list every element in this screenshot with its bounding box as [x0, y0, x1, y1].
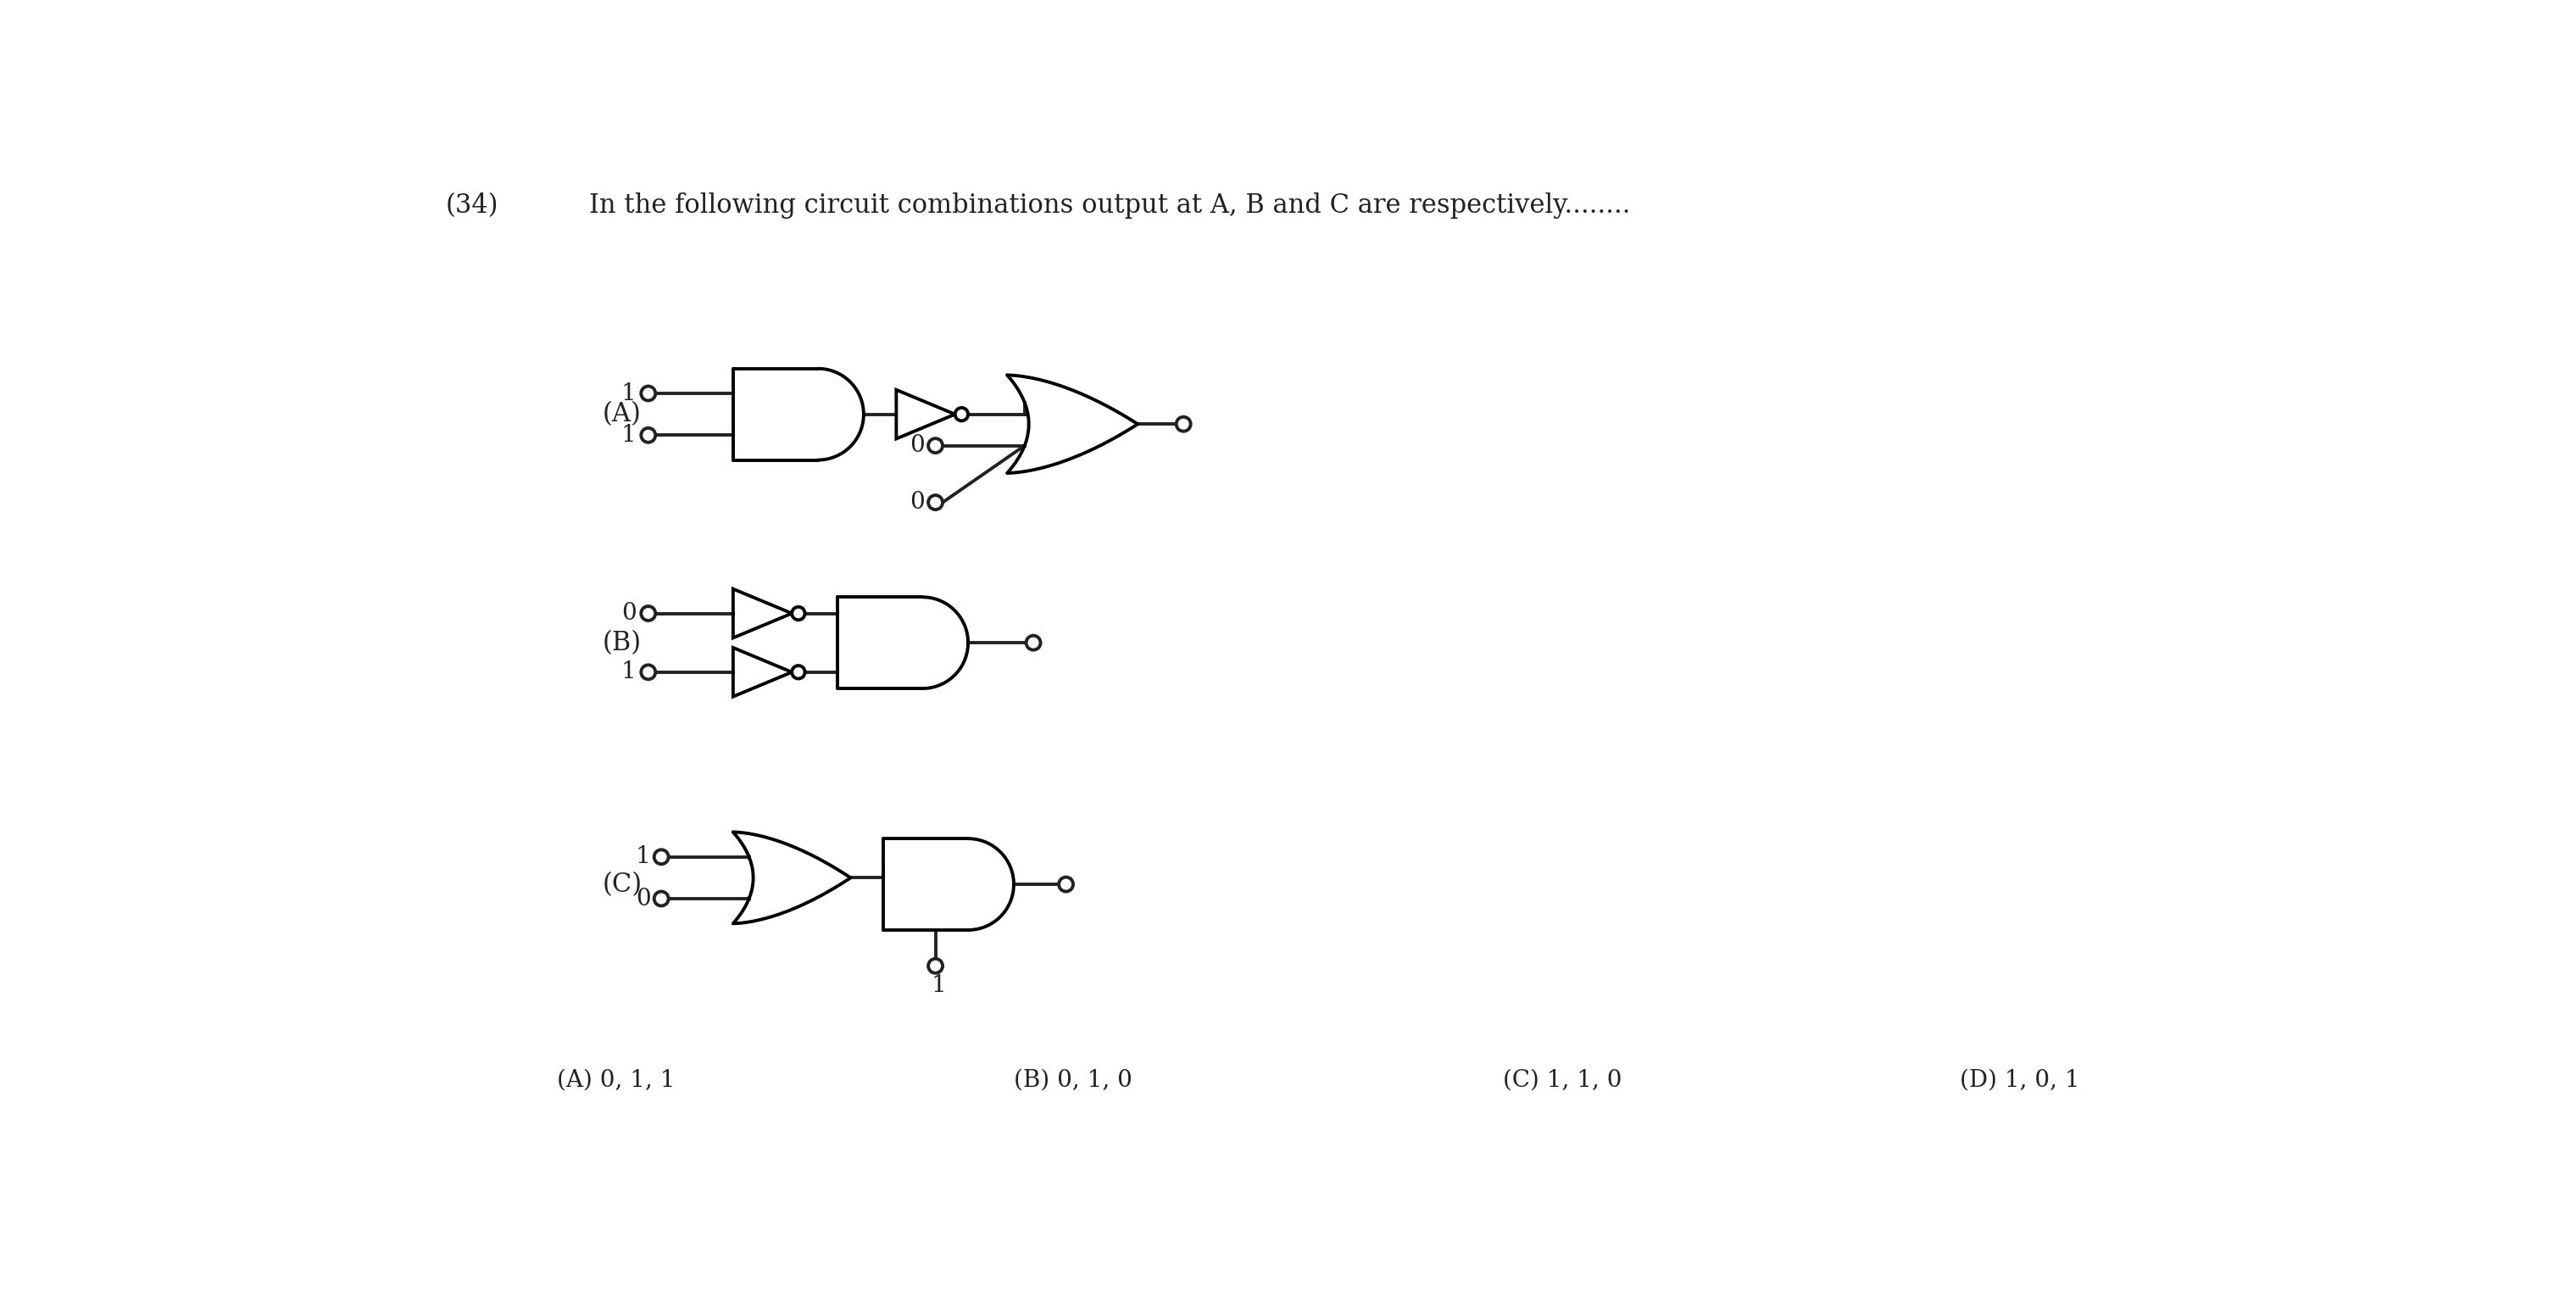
Text: (34): (34) — [446, 192, 500, 219]
Text: (A) 0, 1, 1: (A) 0, 1, 1 — [556, 1068, 675, 1092]
Circle shape — [791, 665, 804, 678]
Circle shape — [927, 495, 943, 509]
Text: 0: 0 — [909, 435, 925, 457]
Circle shape — [641, 665, 654, 679]
Text: (B) 0, 1, 0: (B) 0, 1, 0 — [1015, 1068, 1133, 1092]
Text: (C) 1, 1, 0: (C) 1, 1, 0 — [1504, 1068, 1623, 1092]
Circle shape — [1059, 877, 1074, 891]
Circle shape — [641, 606, 654, 620]
Circle shape — [641, 386, 654, 401]
Circle shape — [927, 439, 943, 453]
Circle shape — [654, 891, 670, 906]
Text: In the following circuit combinations output at A, B and C are respectively.....: In the following circuit combinations ou… — [590, 192, 1631, 219]
Circle shape — [956, 408, 969, 420]
Text: 1: 1 — [636, 846, 652, 868]
Text: 1: 1 — [621, 661, 636, 683]
Circle shape — [1025, 636, 1041, 651]
Text: 1: 1 — [621, 382, 636, 404]
Text: (B): (B) — [603, 630, 641, 656]
Text: 0: 0 — [636, 888, 652, 910]
Text: (C): (C) — [603, 872, 641, 898]
Circle shape — [641, 428, 654, 442]
Circle shape — [927, 958, 943, 973]
Text: (A): (A) — [603, 401, 641, 428]
Circle shape — [1177, 416, 1190, 431]
Circle shape — [791, 607, 804, 620]
Text: 0: 0 — [621, 602, 636, 624]
Text: (D) 1, 0, 1: (D) 1, 0, 1 — [1960, 1068, 2081, 1092]
Text: 1: 1 — [621, 424, 636, 446]
Text: 0: 0 — [909, 491, 925, 514]
Text: 1: 1 — [930, 974, 945, 997]
Circle shape — [654, 850, 670, 864]
